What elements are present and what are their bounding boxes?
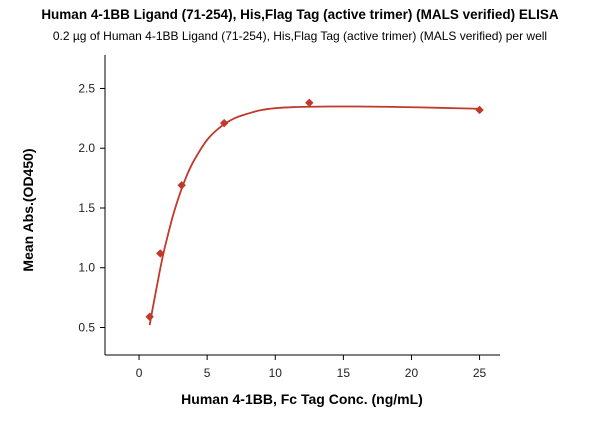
- y-tick-label: 2.5: [78, 81, 95, 95]
- data-point: [177, 181, 186, 190]
- data-points: [145, 98, 484, 321]
- x-tick-label: 5: [204, 366, 211, 380]
- x-tick-label: 20: [405, 366, 419, 380]
- y-axis-title: Mean Abs.(OD450): [20, 148, 36, 271]
- fit-curve: [148, 105, 480, 326]
- x-tick-label: 25: [473, 366, 487, 380]
- chart-subtitle: 0.2 µg of Human 4-1BB Ligand (71-254), H…: [52, 29, 548, 43]
- x-axis-title: Human 4-1BB, Fc Tag Conc. (ng/mL): [181, 391, 423, 407]
- x-tick-label: 0: [136, 366, 143, 380]
- x-tick-label: 10: [269, 366, 283, 380]
- y-tick-label: 1.5: [78, 201, 95, 215]
- x-axis: 0 5 10 15 20 25 Human 4-1BB, Fc Tag Conc. (ng…: [105, 354, 500, 407]
- data-point: [305, 98, 314, 108]
- data-point: [156, 249, 165, 258]
- data-point: [145, 312, 154, 321]
- y-axis: 0.5 1.0 1.5 2.0 2.5 Mean Abs.(OD450): [20, 55, 106, 355]
- data-point: [475, 105, 484, 115]
- data-point: [219, 118, 229, 128]
- y-tick-label: 0.5: [78, 321, 95, 335]
- chart-title: Human 4-1BB Ligand (71-254), His,Flag Ta…: [41, 7, 559, 22]
- y-tick-label: 1.0: [78, 261, 95, 275]
- x-tick-label: 15: [337, 366, 351, 380]
- y-tick-label: 2.0: [78, 141, 95, 155]
